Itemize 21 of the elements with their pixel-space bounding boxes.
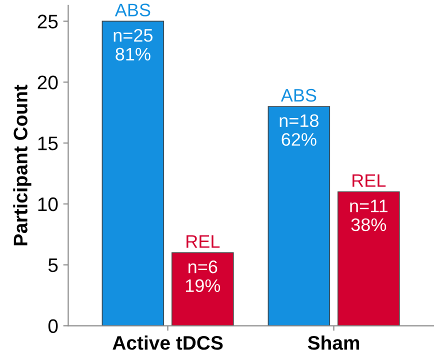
data-label: n=11 38% [350, 200, 388, 232]
y-tick-label: 15 [38, 136, 58, 150]
text: REL [352, 174, 386, 187]
bar [102, 20, 164, 326]
y-tick-label: 10 [38, 197, 58, 212]
y-tick-label: 0 [48, 319, 58, 334]
bar [172, 252, 234, 326]
series-label: ABS [280, 88, 316, 102]
y-tick-label: 5 [48, 258, 58, 272]
data-label: n=6 19% [186, 260, 220, 292]
y-tick-label: 20 [38, 76, 58, 90]
y-axis-title: Participant Count [13, 84, 32, 246]
x-tick-label: Sham [308, 336, 360, 350]
bar [338, 191, 400, 326]
data-label: n=18 62% [280, 114, 318, 146]
x-tick-label: Active tDCS [112, 336, 223, 350]
series-label: REL [186, 235, 220, 248]
y-tick-label: 25 [38, 14, 58, 28]
bar [268, 106, 330, 326]
data-label: n=25 81% [114, 28, 153, 61]
text: ABS [114, 4, 150, 16]
